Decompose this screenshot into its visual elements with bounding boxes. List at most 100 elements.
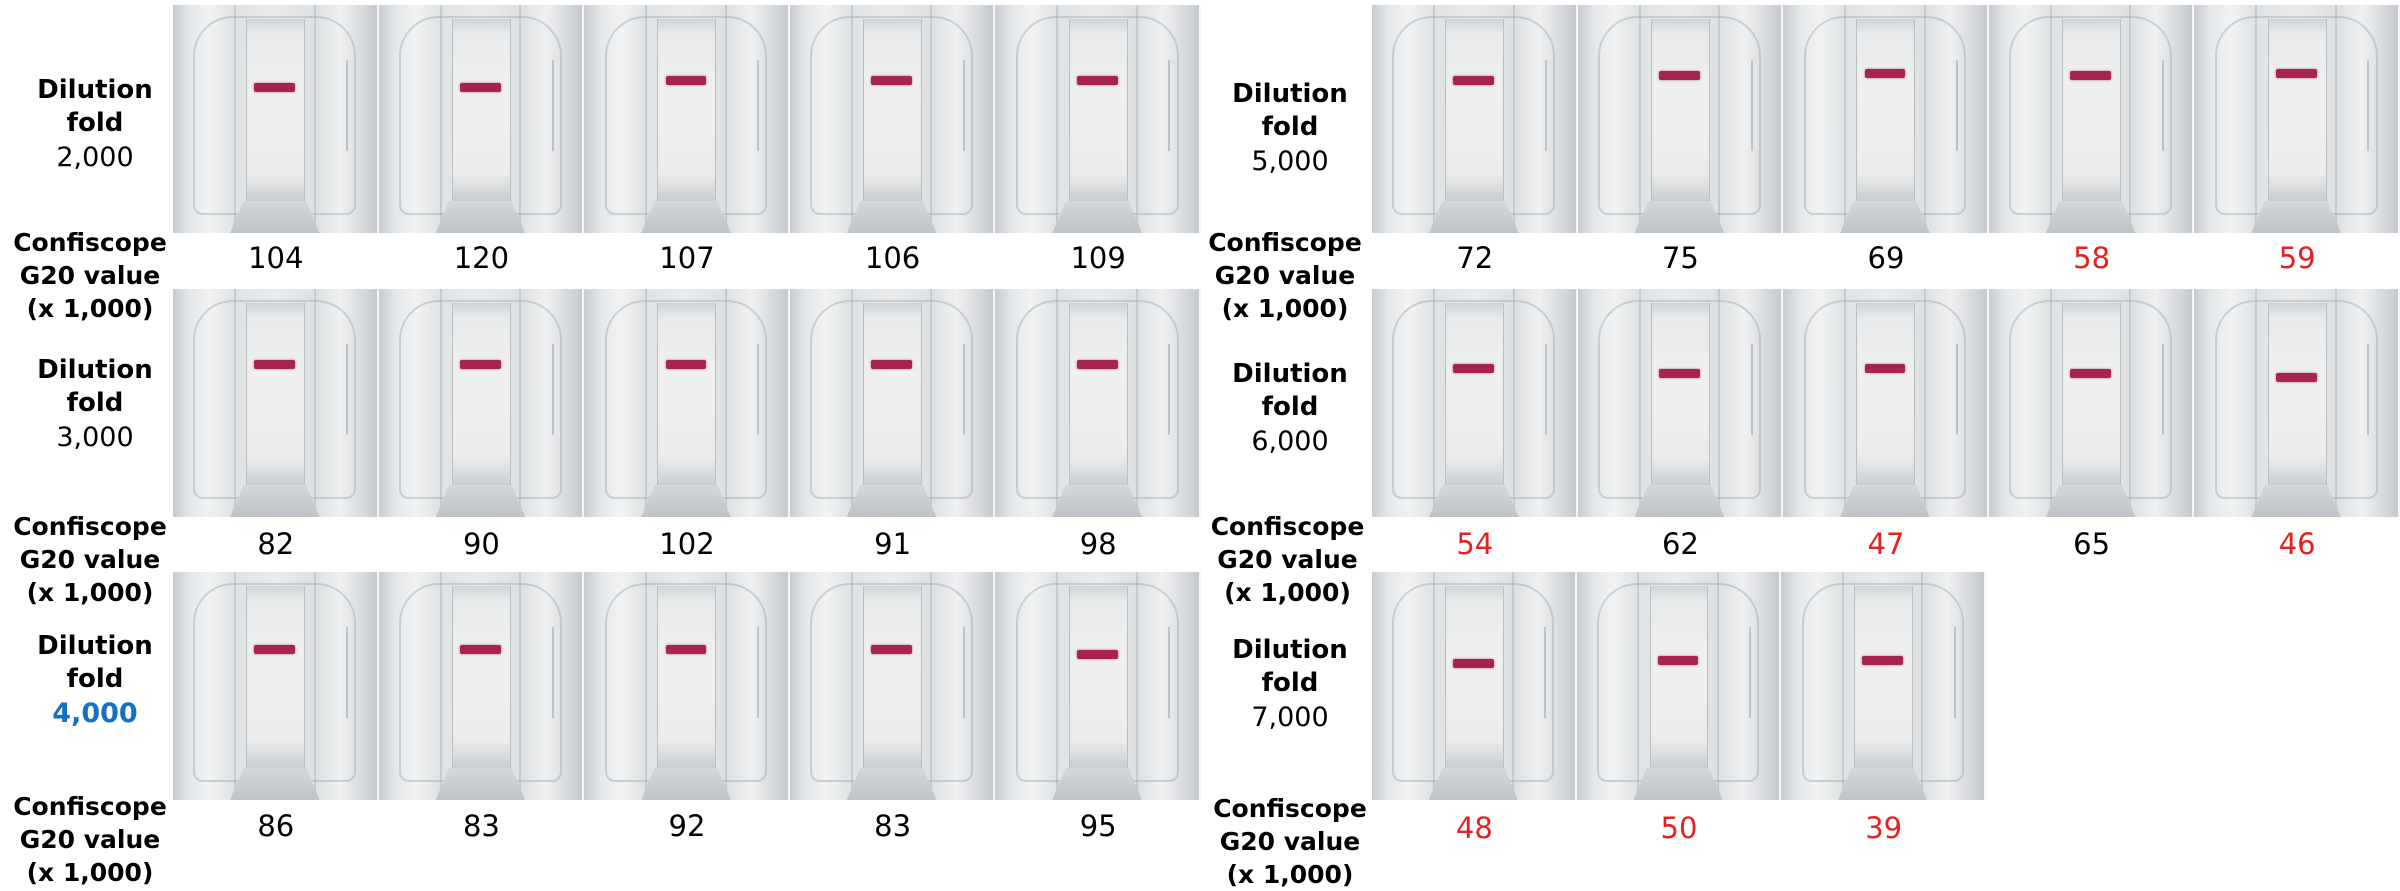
test-strip [1445, 302, 1505, 486]
cassette-ridges [2146, 343, 2164, 435]
unit-word: (x 1,000) [1224, 578, 1351, 607]
test-strip-photo [1577, 289, 1784, 517]
test-strip [1068, 18, 1128, 202]
test-strip [863, 585, 923, 769]
test-line [254, 359, 296, 369]
test-strip-photo [789, 572, 996, 800]
g20-value: 58 [2073, 241, 2111, 275]
dilution-word: Dilution [37, 75, 153, 105]
test-strip [451, 302, 511, 486]
test-strip [2267, 302, 2327, 486]
test-strip-photo [1372, 572, 1577, 800]
value-row: 72 75 69 58 59 [1372, 240, 2400, 276]
test-strip [1650, 18, 1710, 202]
test-line [871, 644, 912, 654]
test-strip [2062, 302, 2122, 486]
test-strip-photo [1988, 289, 2195, 517]
value-row: 104 120 107 106 109 [173, 240, 1201, 276]
dilution-word: Dilution [1232, 79, 1348, 109]
test-strip [657, 585, 717, 769]
test-line [1657, 656, 1699, 666]
fold-word: fold [66, 664, 124, 694]
cassette-base [230, 768, 320, 800]
test-strip-photo [1988, 5, 2195, 233]
cassette-ridges [1152, 59, 1171, 151]
g20-word: G20 value [1219, 827, 1361, 856]
test-strip [246, 302, 306, 486]
test-line [2070, 368, 2111, 378]
g20-value: 62 [1661, 527, 1699, 561]
dilution-word: Dilution [1232, 359, 1348, 389]
cassette-base [1429, 201, 1519, 233]
test-line [254, 82, 296, 92]
confiscope-label: Confiscope G20 value (x 1,000) [1200, 226, 1370, 325]
strip-photo-row [1372, 289, 2400, 517]
confiscope-word: Confiscope [1210, 512, 1365, 541]
test-strip-photo [584, 289, 790, 517]
test-line [1076, 75, 1118, 85]
test-strip [1649, 585, 1709, 769]
cassette-ridges [1528, 626, 1547, 718]
test-strip [1445, 18, 1505, 202]
test-line [665, 359, 707, 369]
cassette-ridges [947, 343, 965, 435]
g20-value: 104 [248, 241, 304, 275]
dilution-value: 7,000 [1251, 702, 1329, 733]
g20-value: 120 [453, 241, 510, 275]
cassette-base [1634, 485, 1725, 517]
cassette-ridges [330, 626, 349, 718]
test-strip [657, 302, 717, 486]
confiscope-word: Confiscope [13, 792, 167, 821]
cassette-ridges [947, 59, 965, 151]
cassette-base [1634, 201, 1725, 233]
test-strip-photo [173, 289, 379, 517]
test-strip [1854, 585, 1913, 769]
value-row: 48 50 39 [1372, 810, 1986, 846]
confiscope-label: Confiscope G20 value (x 1,000) [1200, 510, 1375, 609]
cassette-base [1633, 768, 1723, 800]
unit-word: (x 1,000) [26, 294, 154, 323]
dilution-label: Dilution fold 4,000 [0, 630, 190, 731]
g20-word: G20 value [19, 261, 161, 290]
test-strip-photo [1783, 289, 1989, 517]
dilution-label: Dilution fold 7,000 [1200, 634, 1380, 735]
test-strip [1068, 302, 1128, 486]
test-strip [863, 302, 923, 486]
test-strip [1856, 18, 1916, 202]
cassette-base [1052, 768, 1142, 800]
test-strip-photo [2194, 5, 2400, 233]
right-panel: Dilution fold 5,000 Confiscope G20 value… [1200, 0, 2400, 889]
test-line [665, 644, 707, 654]
strip-photo-row [1372, 572, 1986, 800]
cassette-base [641, 201, 731, 233]
fold-word: fold [66, 388, 124, 418]
g20-value: 50 [1660, 811, 1698, 845]
cassette-ridges [1529, 59, 1548, 151]
test-line [1659, 368, 1700, 378]
test-strip-photo [173, 572, 379, 800]
g20-value: 83 [462, 809, 500, 843]
test-line [1453, 75, 1495, 85]
cassette-base [1428, 768, 1518, 800]
cassette-ridges [1152, 626, 1171, 718]
test-line [1862, 656, 1903, 666]
cassette-base [1840, 201, 1930, 233]
confiscope-label: Confiscope G20 value (x 1,000) [0, 790, 180, 889]
cassette-ridges [1940, 343, 1959, 435]
g20-word: G20 value [1217, 545, 1358, 574]
value-row: 86 83 92 83 95 [173, 808, 1201, 844]
g20-value: 39 [1865, 811, 1903, 845]
test-line [1659, 71, 1700, 81]
test-line [2275, 373, 2317, 383]
confiscope-word: Confiscope [13, 228, 167, 257]
test-line [254, 644, 296, 654]
dilution-label: Dilution fold 2,000 [0, 74, 190, 175]
cassette-base [435, 201, 526, 233]
confiscope-word: Confiscope [13, 512, 167, 541]
value-row: 54 62 47 65 46 [1372, 526, 2400, 562]
dilution-label: Dilution fold 3,000 [0, 354, 190, 455]
cassette-ridges [2351, 59, 2370, 151]
dilution-value: 6,000 [1251, 426, 1329, 457]
cassette-ridges [741, 59, 760, 151]
g20-value: 106 [864, 241, 921, 275]
